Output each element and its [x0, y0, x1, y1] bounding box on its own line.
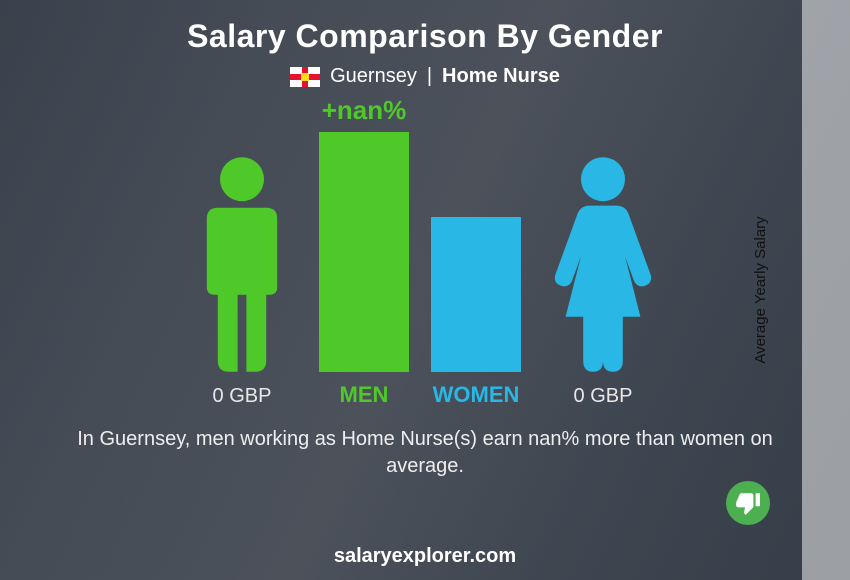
footer-source: salaryexplorer.com: [334, 545, 516, 568]
man-icon: [187, 155, 297, 375]
subtitle-row: Guernsey | Home Nurse: [290, 65, 560, 88]
delta-label: +nan%: [322, 95, 407, 126]
job-label: Home Nurse: [442, 65, 560, 88]
chart-area: 0 GBP +nan% MEN WOMEN 0 GBP: [187, 108, 663, 408]
men-bar: [319, 132, 409, 372]
country-label: Guernsey: [330, 65, 417, 88]
y-axis-label: Average Yearly Salary: [752, 216, 769, 363]
women-bar: [431, 217, 521, 372]
women-bar-label: WOMEN: [433, 382, 520, 408]
thumbs-down-icon: [735, 490, 761, 516]
women-figure-column: 0 GBP: [543, 155, 663, 408]
men-bar-column: +nan% MEN: [319, 95, 409, 408]
infographic-container: Salary Comparison By Gender Guernsey | H…: [0, 0, 850, 580]
summary-text: In Guernsey, men working as Home Nurse(s…: [55, 426, 795, 480]
separator: |: [427, 65, 432, 88]
women-bar-column: WOMEN: [431, 217, 521, 408]
men-figure-column: 0 GBP: [187, 155, 297, 408]
men-salary-value: 0 GBP: [213, 385, 272, 408]
guernsey-flag-icon: [290, 67, 320, 87]
women-salary-value: 0 GBP: [574, 385, 633, 408]
woman-icon: [543, 155, 663, 375]
feedback-button[interactable]: [726, 481, 770, 525]
page-title: Salary Comparison By Gender: [187, 18, 663, 55]
men-bar-label: MEN: [340, 382, 389, 408]
